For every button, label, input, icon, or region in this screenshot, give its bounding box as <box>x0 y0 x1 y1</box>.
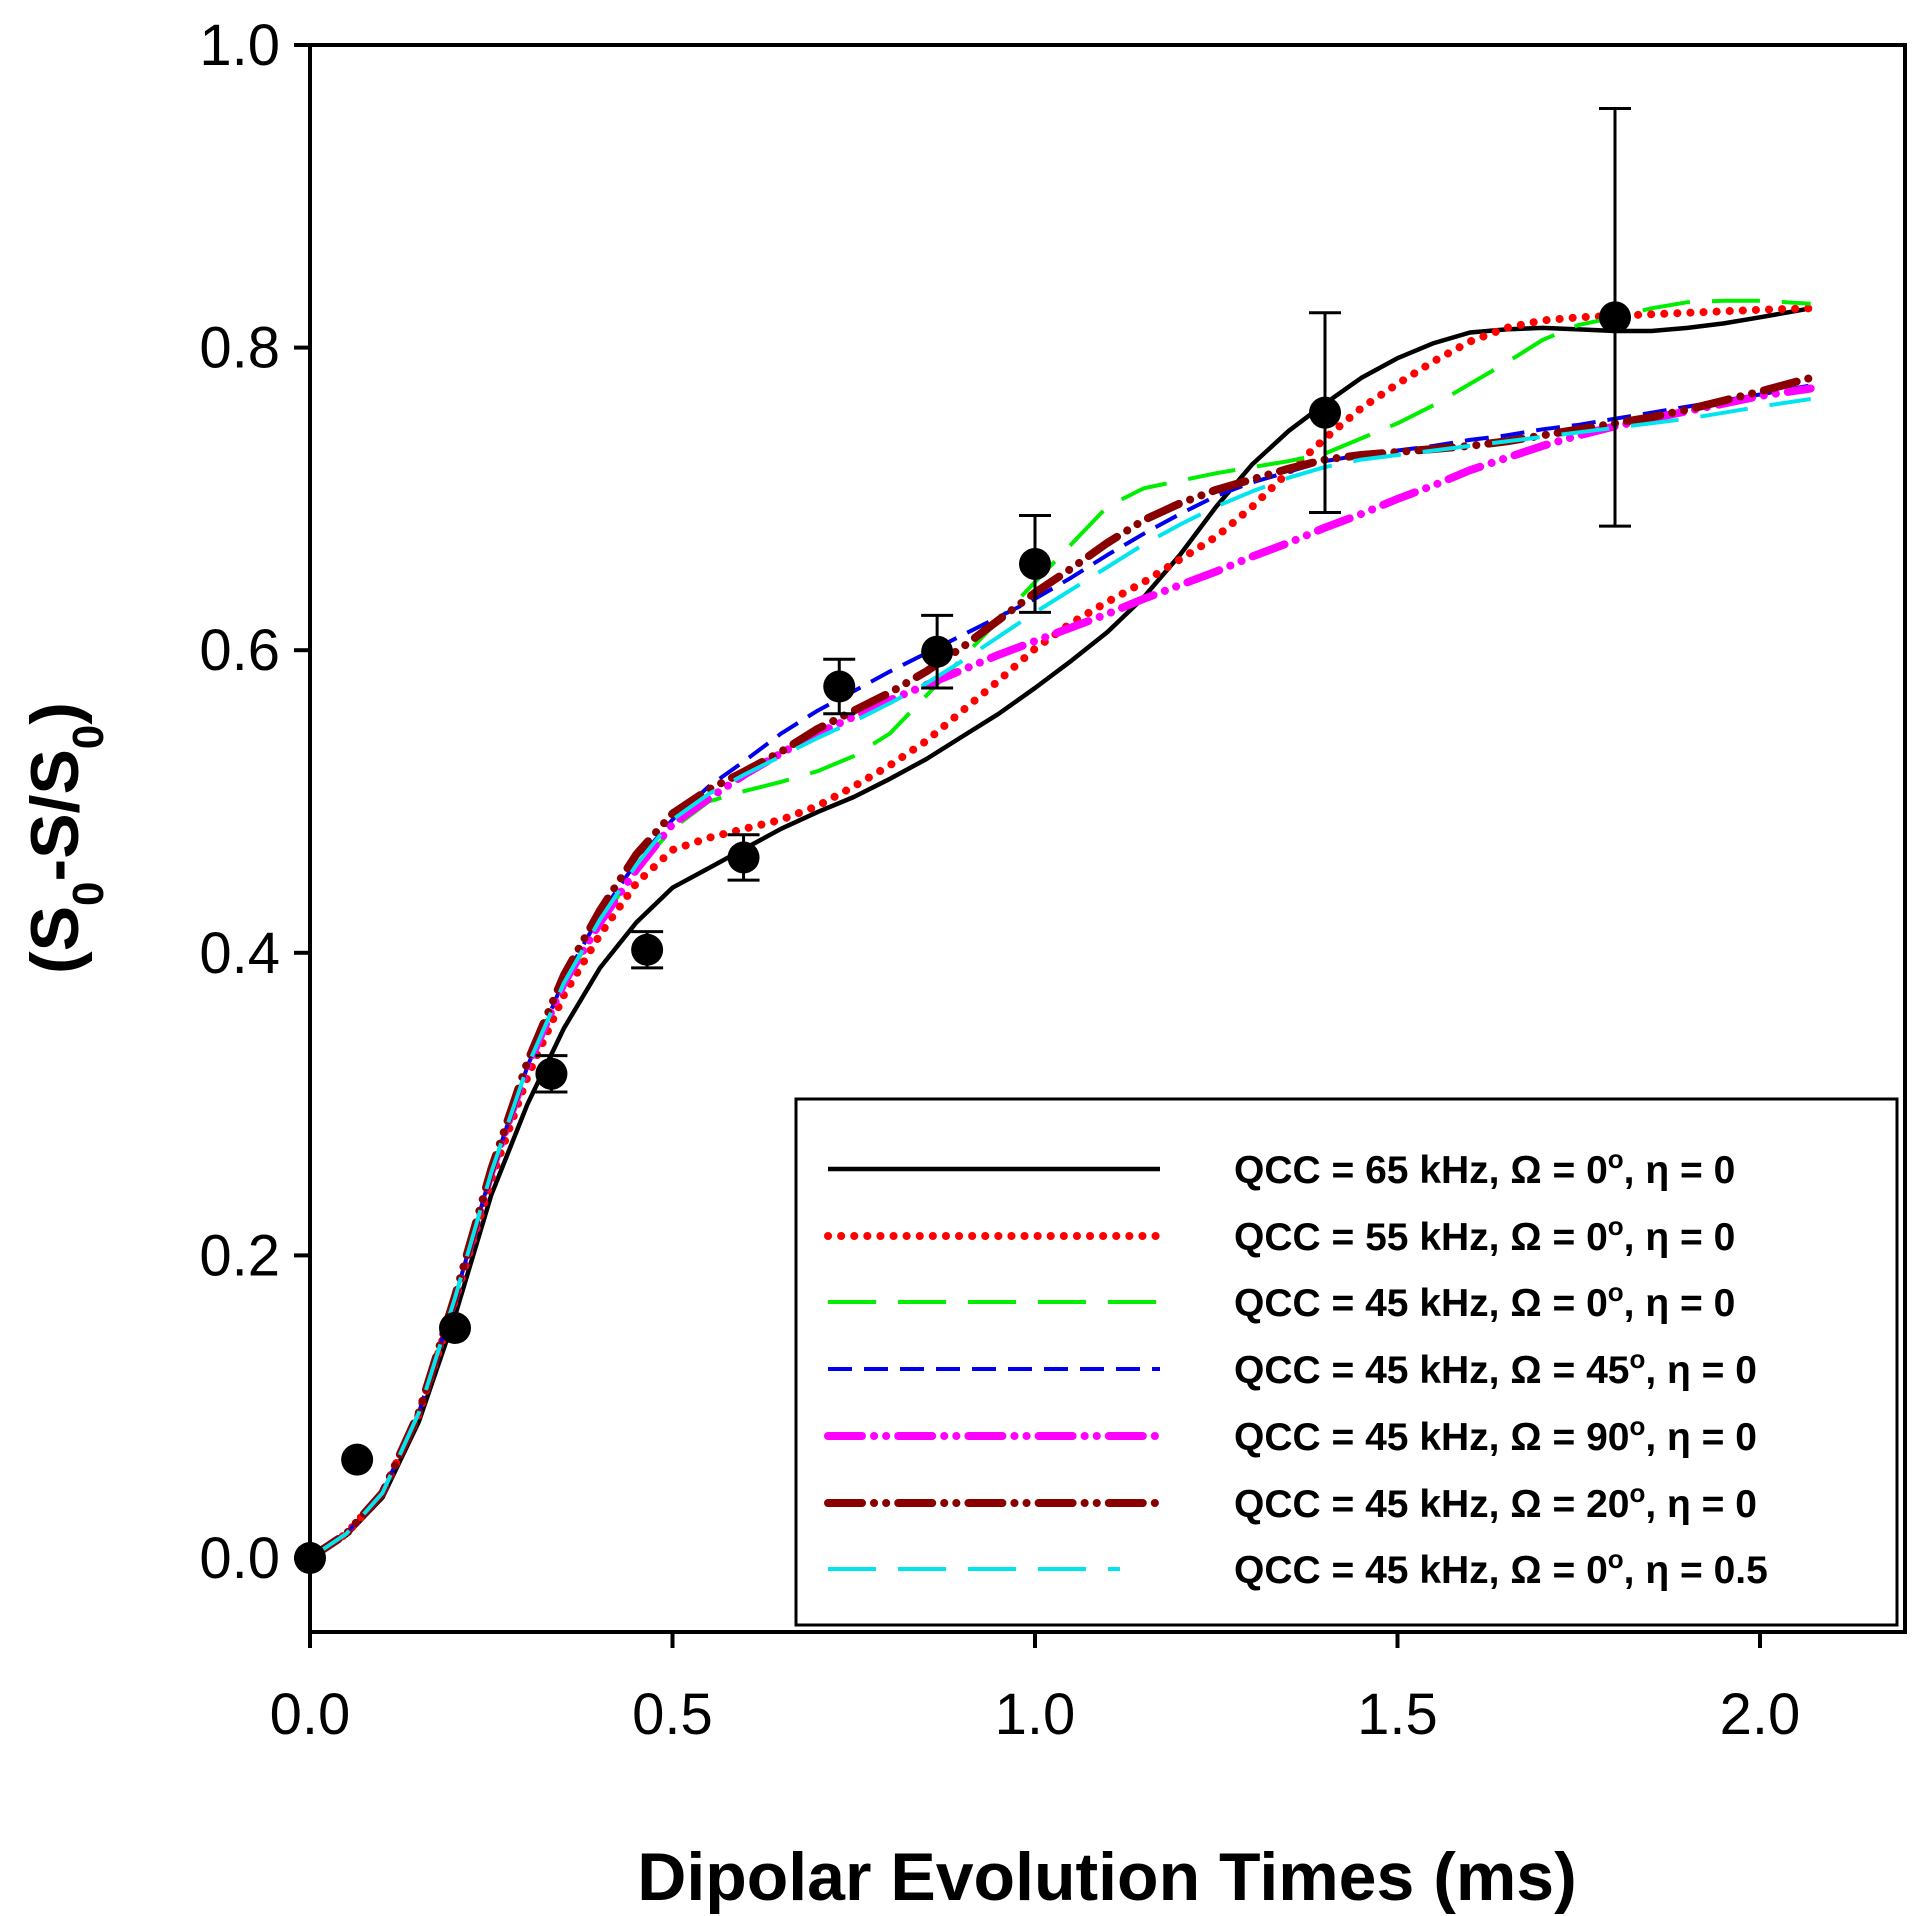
series-line-6 <box>306 373 1815 1562</box>
legend-label-text: QCC = 55 kHz, Ω = 0 <box>1234 1216 1608 1259</box>
legend-label-text: , η = 0 <box>1645 1349 1757 1392</box>
data-point <box>535 1057 568 1090</box>
data-point <box>341 1443 374 1476</box>
legend-label-text: , η = 0 <box>1645 1483 1757 1526</box>
data-point <box>294 1542 326 1574</box>
legend-label-7: QCC = 45 kHz, Ω = 0o, η = 0.5 <box>1234 1544 1768 1592</box>
legend-label-degree: o <box>1608 1277 1624 1307</box>
y-tick-label: 0.8 <box>199 316 280 381</box>
legend-label-text: QCC = 65 kHz, Ω = 0 <box>1234 1149 1608 1192</box>
legend-label-degree: o <box>1608 1544 1624 1574</box>
y-axis-title-part-2: -S/S <box>17 749 93 881</box>
y-axis-title-sub-2: 0 <box>64 725 113 749</box>
y-tick-label: 0.0 <box>199 1526 280 1591</box>
plot-frame <box>308 43 1907 1634</box>
data-point <box>921 635 954 668</box>
legend-label-4: QCC = 45 kHz, Ω = 45o, η = 0 <box>1234 1344 1757 1392</box>
series-line-4 <box>308 383 1812 1560</box>
y-tick-label: 0.4 <box>199 921 280 986</box>
legend-label-3: QCC = 45 kHz, Ω = 0o, η = 0 <box>1234 1277 1735 1325</box>
error-bars <box>535 107 1631 1094</box>
legend-label-text: , η = 0 <box>1624 1282 1736 1325</box>
legend-label-text: QCC = 45 kHz, Ω = 0 <box>1234 1282 1608 1325</box>
data-point <box>823 670 856 703</box>
data-point <box>1309 396 1341 429</box>
legend-label-degree: o <box>1629 1344 1645 1374</box>
legend-label-2: QCC = 55 kHz, Ω = 0o, η = 0 <box>1234 1211 1735 1259</box>
series-line-7 <box>308 397 1811 1560</box>
legend-label-text: QCC = 45 kHz, Ω = 45 <box>1234 1349 1629 1392</box>
x-tick-label: 1.0 <box>995 1682 1076 1747</box>
y-tick-label: 0.2 <box>199 1223 280 1288</box>
data-point <box>631 933 664 966</box>
data-point <box>727 841 760 874</box>
series-line-5 <box>306 384 1815 1562</box>
legend-label-degree: o <box>1629 1478 1645 1508</box>
legend-label-1: QCC = 65 kHz, Ω = 0o, η = 0 <box>1234 1144 1735 1192</box>
legend-label-6: QCC = 45 kHz, Ω = 20o, η = 0 <box>1234 1478 1757 1526</box>
legend-label-5: QCC = 45 kHz, Ω = 90o, η = 0 <box>1234 1411 1757 1459</box>
legend-label-text: , η = 0 <box>1624 1149 1736 1192</box>
data-point <box>1599 301 1631 334</box>
legend-box <box>794 1097 1899 1627</box>
y-tick-label: 1.0 <box>199 13 280 78</box>
data-point <box>439 1312 471 1345</box>
series-layer <box>306 298 1815 1562</box>
y-axis-title-part-3: ) <box>17 702 93 725</box>
legend-label-degree: o <box>1608 1211 1624 1241</box>
legend-label-degree: o <box>1629 1411 1645 1441</box>
legend-label-text: , η = 0.5 <box>1624 1549 1768 1592</box>
y-axis-title-sub-1: 0 <box>64 881 113 905</box>
legend-label-text: , η = 0 <box>1645 1416 1757 1459</box>
x-axis-title: Dipolar Evolution Times (ms) <box>637 1839 1577 1915</box>
x-tick-label: 0.0 <box>270 1682 351 1747</box>
legend-label-text: QCC = 45 kHz, Ω = 0 <box>1234 1549 1608 1592</box>
legend-label-text: QCC = 45 kHz, Ω = 20 <box>1234 1483 1629 1526</box>
legend-label-degree: o <box>1608 1144 1624 1174</box>
x-tick-label: 2.0 <box>1720 1682 1801 1747</box>
y-axis-title-part-1: (S <box>17 906 93 974</box>
legend-label-text: , η = 0 <box>1624 1216 1736 1259</box>
series-line-1 <box>308 306 1812 1560</box>
x-axis: 0.0 0.5 1.0 1.5 2.0 <box>270 1632 1801 1747</box>
legend-label-text: QCC = 45 kHz, Ω = 90 <box>1234 1416 1629 1459</box>
y-axis-title: (S0-S/S0) <box>17 702 113 974</box>
x-tick-label: 1.5 <box>1357 1682 1438 1747</box>
data-point <box>1019 547 1051 580</box>
data-points <box>294 301 1631 1574</box>
y-axis: 0.0 0.2 0.4 0.6 0.8 1.0 <box>199 13 310 1591</box>
series-line-2 <box>306 304 1815 1562</box>
series-line-3 <box>308 298 1811 1560</box>
x-tick-label: 0.5 <box>632 1682 713 1747</box>
y-tick-label: 0.6 <box>199 618 280 683</box>
